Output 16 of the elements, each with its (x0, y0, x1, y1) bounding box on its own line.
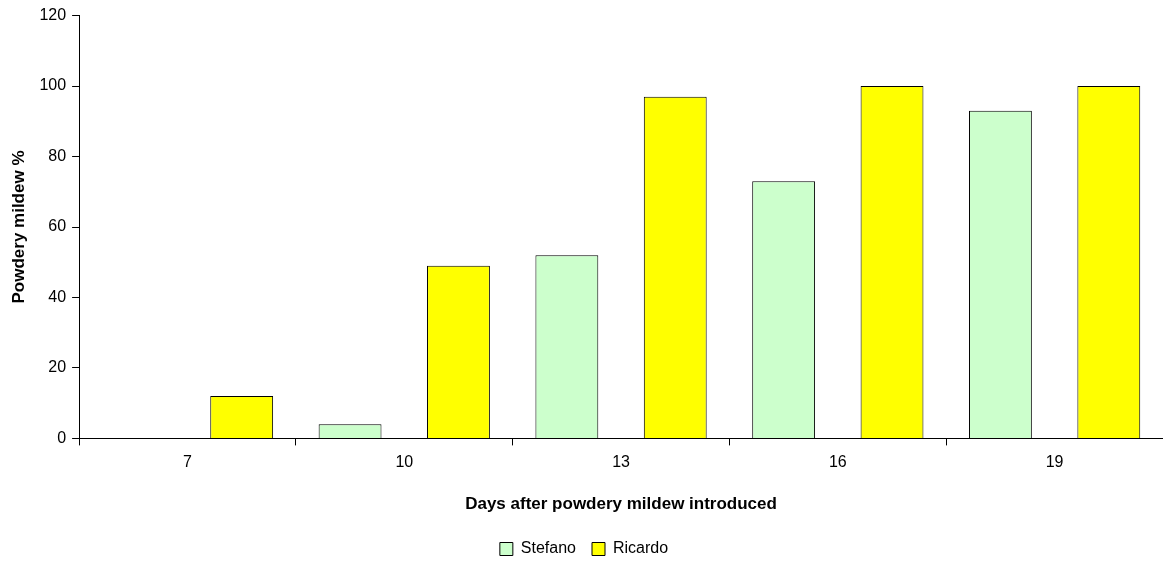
y-tick-label: 0 (57, 428, 67, 446)
x-tick-label: 7 (183, 453, 193, 471)
y-tick-label: 20 (48, 358, 67, 376)
x-axis-title: Days after powdery mildew introduced (465, 494, 777, 514)
y-tick-label: 100 (39, 76, 67, 94)
x-tick-label: 16 (828, 453, 847, 471)
y-tick-label: 120 (39, 6, 67, 24)
y-tick-label: 40 (48, 287, 67, 305)
x-tick-label: 10 (395, 453, 414, 471)
y-tick-label: 60 (48, 217, 67, 235)
y-axis-title: Powdery mildew % (8, 150, 28, 304)
legend-label: Ricardo (613, 539, 669, 557)
legend-label: Stefano (520, 539, 577, 557)
x-tick-label: 19 (1045, 453, 1064, 471)
x-tick-label: 13 (612, 453, 631, 471)
y-tick-label: 80 (48, 146, 67, 164)
